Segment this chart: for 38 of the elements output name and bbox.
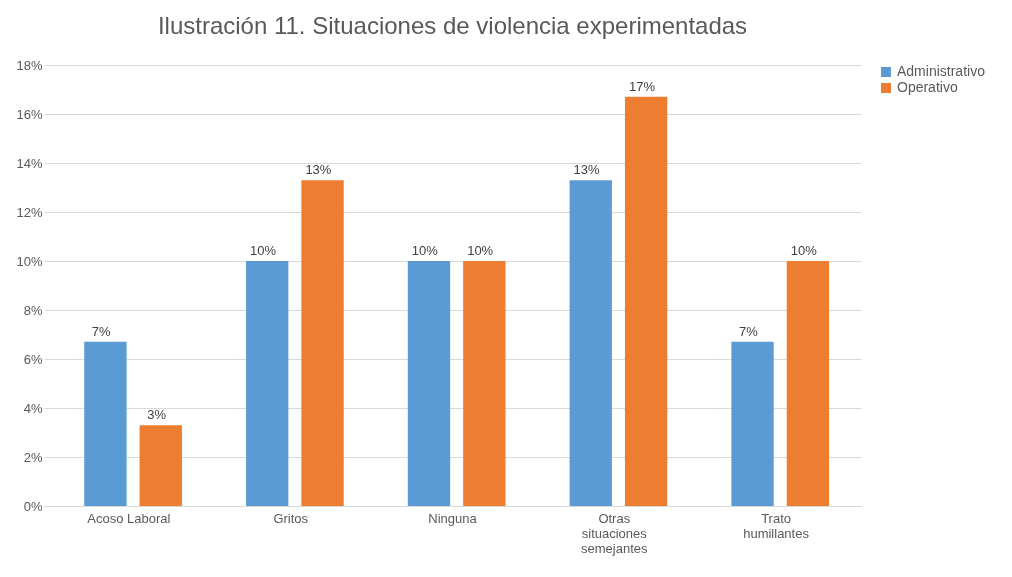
- bar: [407, 261, 451, 506]
- chart-title: Ilustración 11. Situaciones de violencia experimentadas: [157, 12, 748, 39]
- y-tick-label: 6%: [23, 351, 43, 367]
- bar: [569, 180, 612, 506]
- data-label: 7%: [738, 323, 759, 339]
- data-label: 10%: [250, 243, 277, 258]
- x-tick-label: Otras situaciones semejantes: [581, 510, 649, 556]
- legend-label: Operativo: [897, 79, 958, 95]
- legend-label: Administrativo: [897, 63, 986, 79]
- y-tick-label: 16%: [16, 106, 43, 122]
- y-tick-label: 18%: [16, 57, 43, 73]
- y-tick-label: 4%: [23, 400, 43, 416]
- bar: [246, 261, 289, 506]
- x-tick-label: Acoso Laboral: [87, 510, 171, 526]
- y-tick-label: 0%: [23, 498, 43, 514]
- bar: [624, 96, 668, 506]
- data-label: 10%: [790, 243, 818, 258]
- data-label: 13%: [573, 162, 601, 178]
- y-tick-label: 2%: [23, 449, 43, 465]
- data-label: 10%: [467, 243, 494, 258]
- data-label: 7%: [91, 323, 112, 339]
- y-tick-label: 14%: [16, 155, 43, 171]
- y-tick-label: 10%: [16, 253, 43, 269]
- data-label: 3%: [147, 407, 167, 423]
- x-tick-label: Trato humillantes: [743, 510, 810, 541]
- bar: [731, 341, 774, 506]
- y-tick-label: 8%: [23, 302, 43, 318]
- bar: [301, 180, 344, 506]
- bar: [786, 261, 830, 506]
- y-tick-label: 12%: [16, 204, 43, 220]
- bar: [84, 341, 127, 506]
- data-label: 13%: [305, 162, 332, 178]
- bar: [139, 425, 182, 506]
- bar: [463, 261, 506, 506]
- x-tick-label: Gritos: [273, 510, 309, 526]
- data-label: 10%: [411, 243, 439, 258]
- x-tick-label: Ninguna: [428, 510, 478, 526]
- data-label: 17%: [628, 78, 656, 94]
